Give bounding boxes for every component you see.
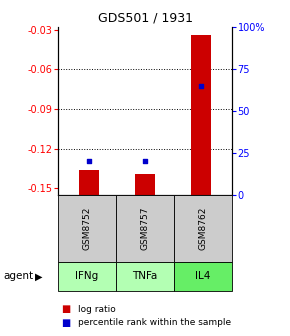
Title: GDS501 / 1931: GDS501 / 1931 [97, 11, 193, 24]
Text: IL4: IL4 [195, 271, 211, 281]
Text: percentile rank within the sample: percentile rank within the sample [78, 318, 231, 327]
Point [86, 159, 91, 164]
Bar [191, 35, 211, 195]
Text: IFNg: IFNg [75, 271, 99, 281]
Point [143, 159, 147, 164]
Text: agent: agent [3, 271, 33, 281]
Text: GSM8762: GSM8762 [198, 207, 208, 250]
Text: ■: ■ [61, 304, 70, 314]
Bar [79, 170, 99, 195]
Text: ■: ■ [61, 318, 70, 328]
Bar [135, 174, 155, 195]
Text: TNFa: TNFa [132, 271, 158, 281]
Text: GSM8752: GSM8752 [82, 207, 92, 250]
Text: GSM8757: GSM8757 [140, 207, 150, 250]
Text: ▶: ▶ [35, 271, 43, 281]
Point [199, 83, 204, 88]
Text: log ratio: log ratio [78, 305, 116, 313]
